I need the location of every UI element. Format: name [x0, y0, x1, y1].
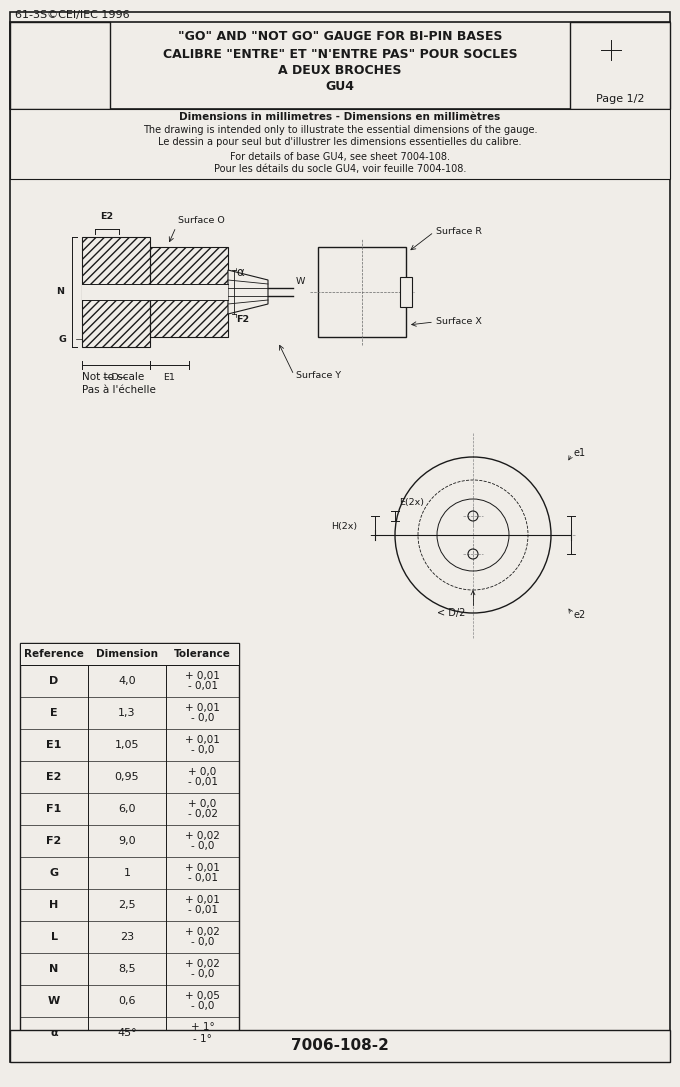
- Text: + 0,02: + 0,02: [185, 926, 220, 937]
- Text: + 0,01: + 0,01: [185, 702, 220, 712]
- Text: The drawing is intended only to illustrate the essential dimensions of the gauge: The drawing is intended only to illustra…: [143, 125, 537, 135]
- Text: G: G: [58, 335, 66, 343]
- Text: 6,0: 6,0: [118, 804, 136, 814]
- Text: e1: e1: [574, 448, 586, 458]
- Text: 45°: 45°: [117, 1028, 137, 1038]
- Text: - 0,01: - 0,01: [188, 682, 218, 691]
- Text: α: α: [236, 266, 244, 279]
- Text: —D—: —D—: [103, 373, 129, 382]
- Text: 0,6: 0,6: [118, 996, 136, 1005]
- Text: 1: 1: [124, 869, 131, 878]
- Text: 9,0: 9,0: [118, 836, 136, 846]
- Text: For details of base GU4, see sheet 7004-108.: For details of base GU4, see sheet 7004-…: [230, 152, 450, 162]
- Text: - 0,01: - 0,01: [188, 777, 218, 787]
- Bar: [82, 284, 150, 300]
- Text: F1: F1: [46, 804, 62, 814]
- Text: + 1°: + 1°: [190, 1023, 214, 1033]
- Text: - 0,0: - 0,0: [191, 937, 214, 948]
- Text: Surface Y: Surface Y: [296, 371, 341, 379]
- Text: Page 1/2: Page 1/2: [596, 93, 644, 104]
- Text: Surface O: Surface O: [178, 216, 225, 225]
- Text: 1,05: 1,05: [115, 740, 139, 750]
- Text: - 1°: - 1°: [193, 1034, 212, 1044]
- Text: G: G: [50, 869, 58, 878]
- Text: W: W: [296, 277, 305, 287]
- Polygon shape: [228, 270, 268, 314]
- Text: N: N: [56, 287, 64, 297]
- Text: Dimension: Dimension: [96, 649, 158, 659]
- Bar: [318, 247, 406, 337]
- Polygon shape: [585, 43, 599, 57]
- Text: Pas à l'échelle: Pas à l'échelle: [82, 385, 156, 395]
- Text: 2,5: 2,5: [118, 900, 136, 910]
- Text: + 0,01: + 0,01: [185, 735, 220, 745]
- Text: W: W: [48, 996, 60, 1005]
- Text: + 0,01: + 0,01: [185, 862, 220, 873]
- Text: Tolerance: Tolerance: [174, 649, 231, 659]
- Text: Not to scale: Not to scale: [82, 372, 144, 382]
- Bar: [10, 22, 110, 109]
- Bar: [82, 237, 150, 347]
- Bar: [150, 247, 228, 337]
- Text: E2: E2: [46, 772, 62, 782]
- Text: 61-3S©CEI/IEC 1996: 61-3S©CEI/IEC 1996: [15, 10, 130, 20]
- Text: 0,95: 0,95: [115, 772, 139, 782]
- Text: H: H: [50, 900, 58, 910]
- Bar: [20, 644, 239, 1049]
- Text: D: D: [50, 676, 58, 686]
- Text: L: L: [50, 932, 58, 942]
- Text: - 0,02: - 0,02: [188, 810, 218, 820]
- Text: - 0,0: - 0,0: [191, 841, 214, 851]
- Text: - 0,01: - 0,01: [188, 874, 218, 884]
- Text: Reference: Reference: [24, 649, 84, 659]
- Bar: [10, 22, 670, 109]
- Text: + 0,01: + 0,01: [185, 895, 220, 904]
- Text: E1: E1: [46, 740, 62, 750]
- Bar: [10, 1030, 670, 1062]
- Text: + 0,01: + 0,01: [185, 671, 220, 680]
- Text: 1,3: 1,3: [118, 708, 136, 719]
- Text: + 0,0: + 0,0: [188, 799, 217, 809]
- Text: + 0,0: + 0,0: [188, 766, 217, 776]
- Bar: [10, 109, 670, 179]
- Text: Surface X: Surface X: [436, 317, 482, 326]
- Text: A DEUX BROCHES: A DEUX BROCHES: [278, 63, 402, 76]
- Text: + 0,02: + 0,02: [185, 959, 220, 969]
- Text: H(2x): H(2x): [331, 522, 357, 530]
- Text: Pour les détails du socle GU4, voir feuille 7004-108.: Pour les détails du socle GU4, voir feui…: [214, 164, 466, 174]
- Text: 8,5: 8,5: [118, 964, 136, 974]
- Text: N: N: [50, 964, 58, 974]
- Text: CALIBRE "ENTRE" ET "N'ENTRE PAS" POUR SOCLES: CALIBRE "ENTRE" ET "N'ENTRE PAS" POUR SO…: [163, 48, 517, 61]
- Text: F2: F2: [46, 836, 62, 846]
- Text: 4,0: 4,0: [118, 676, 136, 686]
- Text: Surface R: Surface R: [436, 227, 482, 237]
- Text: E1: E1: [163, 373, 175, 382]
- Text: E2: E2: [101, 212, 114, 221]
- Text: - 0,0: - 0,0: [191, 713, 214, 724]
- Text: - 0,0: - 0,0: [191, 1001, 214, 1012]
- Text: + 0,02: + 0,02: [185, 830, 220, 840]
- Text: + 0,05: + 0,05: [185, 990, 220, 1000]
- Text: α: α: [50, 1028, 58, 1038]
- Bar: [400, 277, 412, 307]
- Text: E: E: [50, 708, 58, 719]
- Text: E(2x): E(2x): [399, 498, 424, 507]
- Text: - 0,01: - 0,01: [188, 905, 218, 915]
- Text: < D/2: < D/2: [437, 608, 465, 619]
- Bar: [150, 284, 228, 300]
- Text: - 0,0: - 0,0: [191, 970, 214, 979]
- Text: F2: F2: [236, 315, 249, 325]
- Text: e2: e2: [574, 610, 586, 620]
- Text: 7006-108-2: 7006-108-2: [291, 1038, 389, 1053]
- Bar: [570, 22, 670, 109]
- Text: Le dessin a pour seul but d'illustrer les dimensions essentielles du calibre.: Le dessin a pour seul but d'illustrer le…: [158, 137, 522, 147]
- Bar: [20, 644, 239, 665]
- Text: Dimensions in millimetres - Dimensions en millimètres: Dimensions in millimetres - Dimensions e…: [180, 112, 500, 122]
- Text: GU4: GU4: [326, 79, 354, 92]
- Text: - 0,0: - 0,0: [191, 746, 214, 755]
- Text: 23: 23: [120, 932, 134, 942]
- Text: "GO" AND "NOT GO" GAUGE FOR BI-PIN BASES: "GO" AND "NOT GO" GAUGE FOR BI-PIN BASES: [177, 30, 503, 43]
